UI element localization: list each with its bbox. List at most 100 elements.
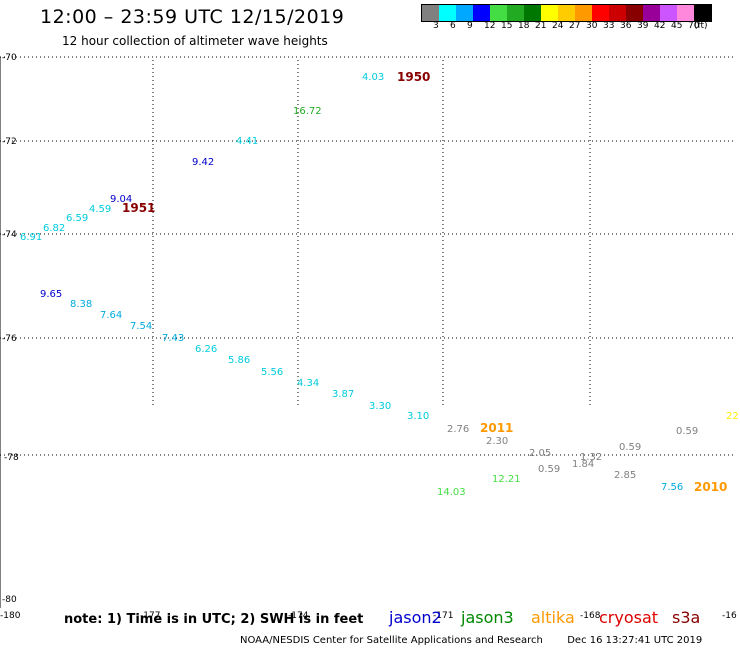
- x-tick-label: -177: [140, 611, 160, 621]
- color-swatch: [456, 5, 473, 21]
- color-legend-label: 39: [637, 21, 649, 31]
- wave-height-label: 1.84: [572, 459, 594, 470]
- wave-height-label: 3.10: [407, 411, 429, 422]
- wave-height-label: 4.03: [362, 72, 384, 83]
- color-legend-label: 21: [535, 21, 547, 31]
- wave-height-label: 7.43: [162, 333, 184, 344]
- page-title: 12:00 – 23:59 UTC 12/15/2019: [40, 6, 345, 28]
- wave-height-label: 0.59: [676, 426, 698, 437]
- color-swatch: [439, 5, 456, 21]
- color-legend-label: 24: [552, 21, 564, 31]
- wave-height-label: 16.72: [293, 106, 322, 117]
- wave-height-label: 6.82: [43, 223, 65, 234]
- wave-height-label: 4.41: [236, 136, 258, 147]
- wave-height-label: 9.65: [40, 289, 62, 300]
- wave-height-label: 22: [726, 411, 739, 422]
- time-marker-label: 2011: [480, 421, 513, 435]
- credit-text: NOAA/NESDIS Center for Satellite Applica…: [240, 635, 543, 646]
- color-swatch: [626, 5, 643, 21]
- satellite-legend-item: jason3: [461, 608, 514, 627]
- color-swatch: [643, 5, 660, 21]
- wave-height-label: 6.91: [20, 232, 42, 243]
- wave-height-label: 4.34: [297, 378, 319, 389]
- wave-height-label: 6.59: [66, 213, 88, 224]
- color-legend-label: 30: [586, 21, 598, 31]
- x-tick-label: -168: [580, 611, 601, 621]
- color-swatch: [609, 5, 626, 21]
- x-tick-label: -16: [722, 611, 737, 621]
- color-legend-label: 9: [467, 21, 473, 31]
- color-legend-label: (ft): [694, 21, 708, 31]
- color-legend-label: 36: [620, 21, 632, 31]
- color-legend-label: 18: [518, 21, 530, 31]
- footer-note: note: 1) Time is in UTC; 2) SWH is in fe…: [64, 612, 364, 627]
- color-swatch: [677, 5, 694, 21]
- color-swatch: [694, 5, 711, 21]
- satellite-legend-item: jason2: [389, 608, 442, 627]
- wave-height-label: 2.76: [447, 424, 469, 435]
- satellite-legend-item: altika: [531, 608, 575, 627]
- wave-height-label: 6.26: [195, 344, 217, 355]
- y-tick-label: -78: [4, 453, 19, 463]
- color-legend-label: 33: [603, 21, 615, 31]
- color-swatch: [473, 5, 490, 21]
- wave-height-label: 7.56: [661, 482, 683, 493]
- wave-height-label: 7.54: [130, 321, 152, 332]
- color-legend-label: 70: [688, 21, 700, 31]
- y-axis-ticks: -70 -72 -74 -76 -78 -80: [2, 53, 19, 605]
- color-legend-label: 45: [671, 21, 683, 31]
- color-legend-label: 27: [569, 21, 581, 31]
- wave-height-label: 8.38: [70, 299, 92, 310]
- y-tick-label: -70: [2, 53, 17, 63]
- color-legend-label: 3: [433, 21, 439, 31]
- wave-height-label: 3.30: [369, 401, 391, 412]
- wave-height-label: 2.05: [529, 448, 551, 459]
- color-swatch: [592, 5, 609, 21]
- map-grid: [0, 56, 735, 608]
- wave-height-label: 2.30: [486, 436, 508, 447]
- color-swatch: [575, 5, 592, 21]
- color-legend-label: 12: [484, 21, 496, 31]
- wave-height-label: 14.03: [437, 487, 466, 498]
- wave-height-label: 1.32: [580, 452, 602, 463]
- color-legend-label: 15: [501, 21, 513, 31]
- y-tick-label: -76: [2, 334, 17, 344]
- x-tick-label: -171: [433, 611, 453, 621]
- wave-height-label: 0.59: [538, 464, 560, 475]
- y-tick-label: -74: [2, 230, 17, 240]
- y-tick-label: -72: [2, 137, 17, 147]
- x-axis-ticks: -180 -177 -174 -171 -168 -16: [0, 611, 737, 621]
- color-swatch: [558, 5, 575, 21]
- color-legend-labels: 3 6 9 12 15 18 21 24 27 30 33 36 39 42 45 70 (ft): [421, 21, 740, 33]
- time-marker-label: 1951: [122, 201, 155, 215]
- wave-height-label: 7.64: [100, 310, 122, 321]
- color-legend: [421, 4, 712, 22]
- page-subtitle: 12 hour collection of altimeter wave hei…: [62, 34, 328, 48]
- time-marker-label: 2010: [694, 480, 727, 494]
- wave-height-label: 4.59: [89, 204, 111, 215]
- x-tick-label: -180: [0, 611, 21, 621]
- color-legend-label: 42: [654, 21, 666, 31]
- wave-height-label: 3.87: [332, 389, 354, 400]
- color-swatch: [507, 5, 524, 21]
- wave-height-label: 0.59: [619, 442, 641, 453]
- wave-height-label: 5.56: [261, 367, 283, 378]
- color-swatch: [660, 5, 677, 21]
- satellite-legend-item: s3a: [672, 608, 701, 627]
- y-tick-label: -80: [2, 595, 17, 605]
- color-swatch: [490, 5, 507, 21]
- color-swatch: [541, 5, 558, 21]
- footer-credit: NOAA/NESDIS Center for Satellite Applica…: [240, 635, 702, 646]
- wave-height-label: 9.42: [192, 157, 214, 168]
- color-swatch: [524, 5, 541, 21]
- color-legend-label: 6: [450, 21, 456, 31]
- wave-height-label: 2.85: [614, 470, 636, 481]
- x-tick-label: -174: [288, 611, 309, 621]
- time-marker-label: 1950: [397, 70, 430, 84]
- wave-height-label: 9.04: [110, 194, 132, 205]
- color-swatch: [422, 5, 439, 21]
- wave-height-label: 12.21: [492, 474, 521, 485]
- satellite-legend-item: cryosat: [599, 608, 659, 627]
